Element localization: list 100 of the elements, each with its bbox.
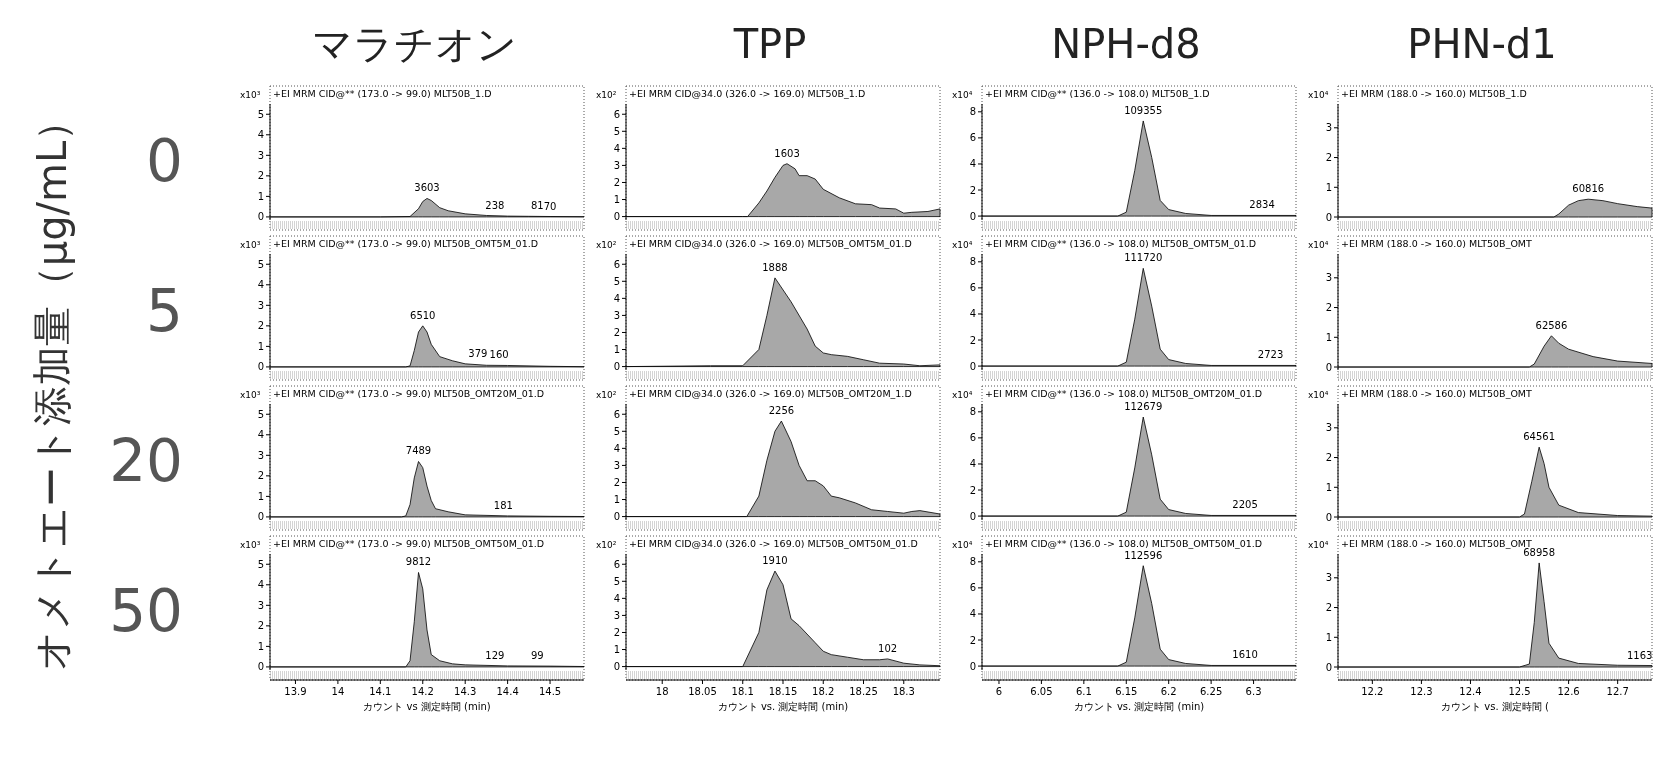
annotation: 1888 xyxy=(762,261,788,273)
annotation: 379 xyxy=(468,348,488,360)
chart-subtitle: +EI MRM (188.0 -> 160.0) MLT50B_OMT xyxy=(1341,388,1533,399)
y-tick-label: 0 xyxy=(969,660,976,672)
x-tick-label: 6.25 xyxy=(1200,686,1223,697)
y-tick-label: 2 xyxy=(613,476,620,488)
x-tick-label: 6.05 xyxy=(1030,686,1053,697)
y-tick-label: 0 xyxy=(613,511,620,523)
chart-title: TPP xyxy=(732,21,807,67)
y-tick-label: 1 xyxy=(257,490,264,502)
chart-subtitle: +EI MRM CID@** (136.0 -> 108.0) MLT50B_OMT20M_01.D xyxy=(985,388,1263,399)
text: オメトエート添加量（μg/mL） xyxy=(29,100,75,672)
y-tick-label: 4 xyxy=(613,292,620,304)
y-tick-label: 1 xyxy=(257,190,264,202)
annotation: 129 xyxy=(485,649,505,661)
y-axis-title: x10⁴ xyxy=(952,540,973,550)
chart-subtitle: +EI MRM (188.0 -> 160.0) MLT50B_OMT xyxy=(1341,538,1533,549)
y-tick-label: 1 xyxy=(613,494,620,506)
y-tick-label: 1 xyxy=(257,640,264,652)
y-tick-label: 6 xyxy=(613,108,620,120)
y-tick-label: 2 xyxy=(1325,602,1332,614)
y-tick-label: 4 xyxy=(613,142,620,154)
y-tick-label: 5 xyxy=(257,108,264,120)
y-tick-label: 2 xyxy=(1325,152,1332,164)
y-tick-label: 1 xyxy=(613,644,620,656)
y-axis-title: x10⁴ xyxy=(952,240,973,250)
y-tick-label: 0 xyxy=(1325,511,1332,523)
y-tick-label: 2 xyxy=(1325,452,1332,464)
annotation: 2723 xyxy=(1257,349,1284,361)
x-tick-label: 14.2 xyxy=(411,686,434,697)
y-tick-label: 3 xyxy=(613,309,620,321)
y-tick-label: 0 xyxy=(613,361,620,373)
y-tick-label: 2 xyxy=(257,320,264,332)
annotation: 3603 xyxy=(414,182,440,194)
chart-subtitle: +EI MRM (188.0 -> 160.0) MLT50B_OMT xyxy=(1341,238,1533,249)
y-tick-label: 4 xyxy=(969,608,976,620)
text: 50 xyxy=(109,577,183,645)
y-tick-label: 0 xyxy=(969,510,976,522)
y-tick-label: 0 xyxy=(1325,211,1332,223)
y-axis-title: x10³ xyxy=(240,540,261,550)
y-axis-title: x10² xyxy=(596,90,617,100)
y-tick-label: 6 xyxy=(613,258,620,270)
y-tick-label: 3 xyxy=(257,149,264,161)
chart-title: PHN-d1 xyxy=(1407,21,1557,67)
x-tick-label: 14 xyxy=(331,686,345,697)
chart-subtitle: +EI MRM CID@** (136.0 -> 108.0) MLT50B_1.D xyxy=(985,88,1210,99)
x-tick-label: 6.2 xyxy=(1160,686,1177,697)
annotation: 181 xyxy=(493,499,513,511)
x-axis-title: カウント vs 測定時間 (min) xyxy=(363,701,491,712)
x-tick-label: 18.25 xyxy=(849,686,878,697)
y-tick-label: 5 xyxy=(613,125,620,137)
chart-subtitle: +EI MRM CID@34.0 (326.0 -> 169.0) MLT50B_OMT20M_1.D xyxy=(629,388,912,399)
y-tick-label: 0 xyxy=(257,511,264,523)
y-tick-label: 2 xyxy=(613,326,620,338)
annotation: 109355 xyxy=(1124,104,1163,116)
x-tick-label: 18 xyxy=(655,686,669,697)
x-tick-label: 6.1 xyxy=(1075,686,1092,697)
y-tick-label: 2 xyxy=(969,634,976,646)
annotation: 64561 xyxy=(1523,431,1556,443)
y-tick-label: 5 xyxy=(257,558,264,570)
annotation: 60816 xyxy=(1572,183,1605,195)
x-tick-label: 14.1 xyxy=(369,686,392,697)
y-tick-label: 4 xyxy=(613,442,620,454)
y-tick-label: 2 xyxy=(969,184,976,196)
y-tick-label: 1 xyxy=(257,340,264,352)
y-tick-label: 5 xyxy=(613,275,620,287)
y-tick-label: 2 xyxy=(613,176,620,188)
y-axis-title: x10⁴ xyxy=(1308,540,1329,550)
chart-subtitle: +EI MRM CID@34.0 (326.0 -> 169.0) MLT50B_OMT5M_01.D xyxy=(629,238,912,249)
y-axis-title: x10⁴ xyxy=(952,90,973,100)
y-axis-title: x10⁴ xyxy=(1308,390,1329,400)
x-tick-label: 13.9 xyxy=(284,686,307,697)
y-tick-label: 0 xyxy=(257,361,264,373)
x-tick-label: 14.3 xyxy=(454,686,477,697)
y-tick-label: 3 xyxy=(613,159,620,171)
annotation: 68958 xyxy=(1523,546,1556,558)
annotation: 1910 xyxy=(762,555,788,567)
annotation: 62586 xyxy=(1535,319,1568,331)
x-tick-label: 12.4 xyxy=(1459,686,1482,697)
annotation: 70 xyxy=(543,200,557,212)
y-axis-title: x10³ xyxy=(240,90,261,100)
y-tick-label: 3 xyxy=(613,459,620,471)
y-axis-title: x10³ xyxy=(240,390,261,400)
y-tick-label: 3 xyxy=(1325,122,1332,134)
y-tick-label: 0 xyxy=(613,211,620,223)
annotation: 111720 xyxy=(1124,252,1163,264)
annotation: 2834 xyxy=(1249,199,1275,211)
annotation: 6510 xyxy=(410,309,436,321)
x-tick-label: 6.3 xyxy=(1245,686,1262,697)
text: 20 xyxy=(109,427,183,495)
y-tick-label: 4 xyxy=(969,458,976,470)
y-tick-label: 8 xyxy=(969,256,976,268)
annotation: 112679 xyxy=(1124,401,1163,413)
y-tick-label: 1 xyxy=(613,194,620,206)
annotation: 102 xyxy=(878,642,898,654)
annotation: 2256 xyxy=(768,405,795,417)
annotation: 1610 xyxy=(1232,649,1258,661)
y-tick-label: 1 xyxy=(1325,331,1332,343)
y-tick-label: 1 xyxy=(1325,181,1332,193)
annotation: 112596 xyxy=(1124,549,1163,561)
